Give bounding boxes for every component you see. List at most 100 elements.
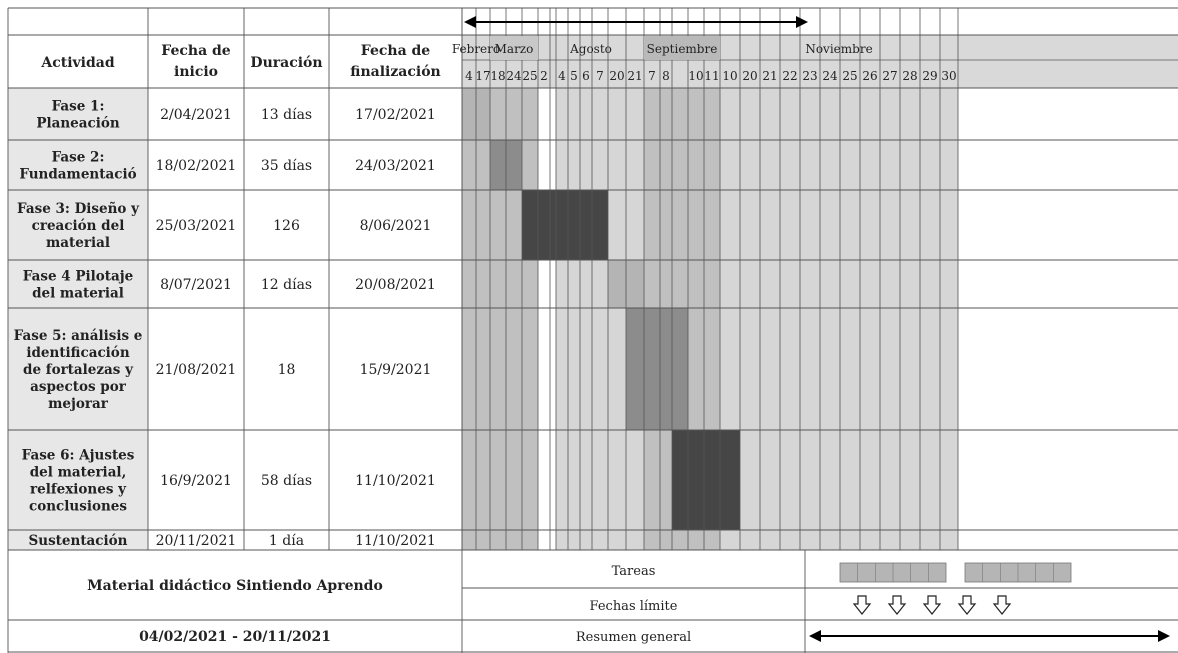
day-label: 10 [688,69,703,83]
task-end: 8/06/2021 [360,218,432,234]
day-label: 21 [762,69,777,83]
day-column-bg-8 [568,88,580,550]
day-label: 17 [475,69,490,83]
day-label: 26 [862,69,877,83]
task-end: 11/10/2021 [355,533,436,549]
header-start-line2: inicio [174,64,218,80]
day-label: 6 [582,69,590,83]
month-label: Marzo [495,42,534,56]
task-name-line: identificación [26,345,129,361]
task-name-line: del material, [30,465,127,481]
day-label: 10 [722,69,737,83]
task-name-line: Fase 4 Pilotaje [23,269,133,285]
task-end: 11/10/2021 [355,473,436,489]
header-end-line2: finalización [350,64,440,80]
task-name-line: de fortalezas y [23,362,134,378]
task-name-line: Sustentación [29,533,128,549]
day-column-bg-21 [780,88,800,550]
day-column-bg-1 [476,88,490,550]
day-label: 22 [782,69,797,83]
deadline-arrow-icon [852,595,872,615]
month-label: Febrero [452,42,500,56]
month-highlight-septiembre [644,36,720,60]
header-activity: Actividad [40,55,114,71]
header-duration: Duración [250,55,322,71]
task-end: 24/03/2021 [355,158,436,174]
task-duration: 1 día [269,533,304,549]
activity-cell-bg [8,260,148,308]
day-label: 24 [822,69,838,83]
task-name-line: material [46,235,110,251]
day-column-bg-24 [840,88,860,550]
task-end: 15/9/2021 [360,362,432,378]
task-duration: 126 [273,218,300,234]
activity-cell-bg [8,430,148,530]
task-start: 8/07/2021 [160,277,232,293]
arrow-left-head [464,16,476,28]
task-bar [672,430,740,530]
task-end: 17/02/2021 [355,107,436,123]
day-column-bg-2 [490,88,506,550]
task-name-line: Fundamentació [19,167,136,183]
task-duration: 58 días [261,473,312,489]
day-label: 11 [704,69,719,83]
day-column-bg-7 [556,88,568,550]
day-column-bg-9 [580,88,592,550]
task-name-line: relfexiones y [30,482,127,498]
footer-title: Material didáctico Sintiendo Aprendo [87,578,383,594]
header-start-line1: Fecha de [161,43,231,59]
day-label: 27 [882,69,897,83]
task-duration: 35 días [261,158,312,174]
day-label: 25 [522,69,537,83]
task-name-line: conclusiones [29,499,127,515]
deadline-arrow-icon [957,595,977,615]
task-name-line: Fase 3: Diseño y [17,201,140,217]
day-label: 30 [941,69,956,83]
activity-cell-bg [8,190,148,260]
day-column-bg-20 [760,88,780,550]
day-column-bg-28 [920,88,940,550]
task-name-line: aspectos por [30,379,127,395]
header-end-line1: Fecha de [361,43,431,59]
day-column-bg-23 [820,88,840,550]
day-column-bg-19 [740,88,760,550]
month-highlight-marzo [490,36,538,60]
day-label: 28 [902,69,917,83]
day-label: 2 [540,69,548,83]
day-label: 25 [842,69,857,83]
task-name-line: Fase 2: [52,150,105,166]
month-label: Septiembre [647,42,718,56]
footer-range: 04/02/2021 - 20/11/2021 [139,629,331,645]
task-end: 20/08/2021 [355,277,436,293]
day-column-bg-0 [462,88,476,550]
arrow-right-head [796,16,808,28]
day-label: 20 [742,69,757,83]
task-start: 25/03/2021 [156,218,237,234]
task-duration: 18 [278,362,296,378]
task-start: 18/02/2021 [156,158,237,174]
activity-cell-bg [8,530,148,550]
day-column-bg-25 [860,88,880,550]
task-name-line: Fase 6: Ajustes [22,448,135,464]
month-label: Noviembre [805,42,872,56]
task-name-line: mejorar [48,396,109,412]
day-label: 29 [922,69,937,83]
activity-cell-bg [8,308,148,430]
day-column-bg-6 [550,88,556,550]
header-left-bg [8,35,462,88]
task-duration: 12 días [261,277,312,293]
month-label: Agosto [569,42,612,56]
summary-arrow-right-head [1158,630,1170,642]
day-label: 7 [648,69,656,83]
day-label: 4 [558,69,566,83]
day-column-bg-11 [608,88,626,550]
day-label: 21 [627,69,642,83]
day-column-bg-3 [506,88,522,550]
task-name-line: Fase 5: análisis e [14,328,143,344]
day-column-bg-5 [538,88,550,550]
task-name-line: del material [32,286,124,302]
day-column-bg-22 [800,88,820,550]
task-start: 2/04/2021 [160,107,232,123]
task-duration: 13 días [261,107,312,123]
